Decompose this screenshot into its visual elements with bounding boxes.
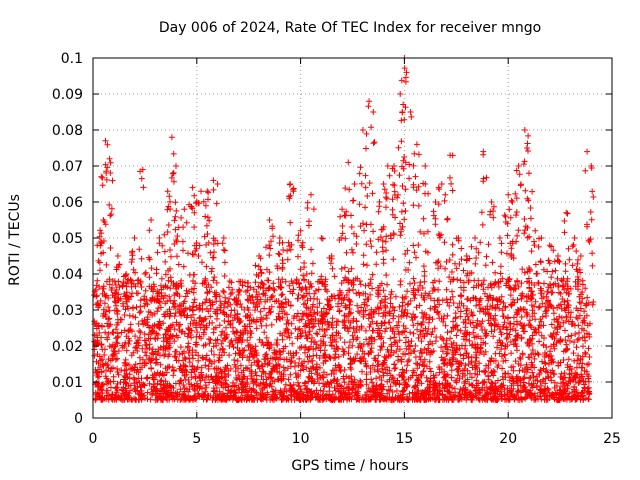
roti-peak-point (256, 253, 263, 259)
roti-peak-point (370, 109, 377, 115)
roti-peak-point (106, 155, 113, 162)
y-tick-label: 0.08 (52, 123, 83, 139)
x-tick-label: 0 (89, 431, 98, 447)
roti-peak-point (328, 253, 335, 259)
roti-peak-point (148, 217, 155, 223)
x-tick-label: 15 (395, 431, 413, 447)
roti-peak-point (588, 163, 595, 169)
roti-peak-point (463, 253, 470, 259)
roti-peak-point (532, 227, 539, 234)
roti-peak-point (114, 253, 121, 259)
roti-peak-point (210, 177, 217, 184)
roti-peak-point (198, 188, 204, 195)
y-axis-label: ROTI / TECUs (7, 194, 23, 286)
roti-peak-point (303, 271, 310, 277)
roti-peak-point (432, 199, 439, 205)
roti-peak-point (100, 217, 107, 223)
chart-title: Day 006 of 2024, Rate Of TEC Index for r… (159, 20, 541, 36)
roti-peak-point (407, 109, 414, 115)
y-tick-label: 0.04 (52, 267, 83, 283)
roti-peak-point (447, 152, 454, 159)
roti-peak-point (189, 184, 196, 191)
roti-peak-point (555, 253, 561, 259)
roti-peak-point (235, 289, 242, 295)
roti-peak-point (480, 148, 487, 155)
roti-peak-point (515, 163, 522, 169)
x-tick-label: 20 (499, 431, 517, 447)
roti-peak-point (538, 235, 545, 241)
roti-peak-point (168, 134, 175, 141)
roti-peak-point (318, 235, 325, 241)
roti-points-cloud (91, 65, 597, 403)
roti-peak-point (345, 159, 352, 166)
roti-peak-point (521, 127, 528, 133)
roti-peak-point (156, 235, 163, 241)
y-tick-label: 0.1 (61, 51, 83, 67)
roti-peak-point (220, 235, 227, 241)
roti-peak-point (94, 242, 101, 249)
x-axis-label: GPS time / hours (291, 458, 408, 474)
roti-peak-point (526, 170, 532, 177)
roti-peak-point (204, 188, 211, 195)
roti-peak-point (472, 235, 478, 241)
roti-peak-point (584, 148, 591, 155)
y-tick-label: 0.02 (52, 339, 83, 355)
roti-peak-point (359, 127, 366, 133)
roti-peak-point (181, 206, 188, 213)
roti-peak-point (123, 271, 130, 277)
roti-peak-point (131, 235, 138, 241)
roti-peak-point (139, 166, 146, 173)
roti-peak-point (403, 69, 410, 76)
roti-peak-point (276, 235, 283, 241)
roti-peak-point (563, 209, 570, 216)
roti-peak-point (384, 163, 391, 169)
data-points (91, 55, 597, 403)
y-tick-label: 0.07 (52, 159, 83, 175)
roti-peak-point (380, 181, 387, 187)
roti-peak-point (438, 181, 445, 187)
roti-peak-point (173, 163, 179, 169)
y-tick-label: 0 (74, 411, 83, 427)
axis-ticks (92, 57, 613, 419)
y-tick-label: 0.06 (52, 195, 83, 211)
roti-peak-point (571, 235, 578, 241)
roti-peak-point (308, 191, 314, 198)
roti-peak-point (266, 217, 273, 223)
roti-peak-point (422, 163, 429, 169)
y-tick-labels: 0 0.01 0.02 0.03 0.04 0.05 0.06 0.07 0.08 0.09 0.1 (52, 51, 83, 427)
roti-peak-point (245, 307, 252, 313)
roti-peak-point (455, 235, 462, 241)
roti-peak-point (287, 181, 294, 187)
roti-peak-point (546, 242, 553, 249)
roti-peak-point (523, 145, 530, 151)
roti-peak-point (297, 227, 304, 234)
roti-peak-point (193, 199, 200, 205)
roti-peak-point (399, 109, 406, 115)
roti-peak-point (351, 181, 358, 187)
y-tick-label: 0.09 (52, 87, 83, 103)
roti-peak-point (102, 137, 109, 144)
roti-peak-point (496, 235, 503, 241)
roti-peak-point (488, 199, 495, 205)
roti-peak-point (397, 91, 404, 97)
roti-peak-point (376, 199, 383, 205)
roti-peak-point (391, 163, 397, 169)
x-tick-labels: 0 5 10 15 20 25 (89, 431, 621, 447)
roti-peak-point (98, 173, 105, 180)
roti-peak-point (214, 181, 221, 187)
x-tick-label: 10 (292, 431, 310, 447)
y-tick-label: 0.05 (52, 231, 83, 247)
roti-peak-point (164, 188, 171, 195)
y-tick-label: 0.03 (52, 303, 83, 319)
roti-peak-point (413, 141, 420, 148)
roti-peak-point (509, 199, 516, 205)
y-tick-label: 0.01 (52, 375, 83, 391)
roti-peak-point (339, 206, 346, 213)
x-tick-label: 5 (192, 431, 201, 447)
roti-peak-point (577, 253, 584, 259)
x-tick-label: 25 (603, 431, 621, 447)
roti-peak-point (366, 98, 373, 105)
roti-peak-point (505, 191, 512, 198)
